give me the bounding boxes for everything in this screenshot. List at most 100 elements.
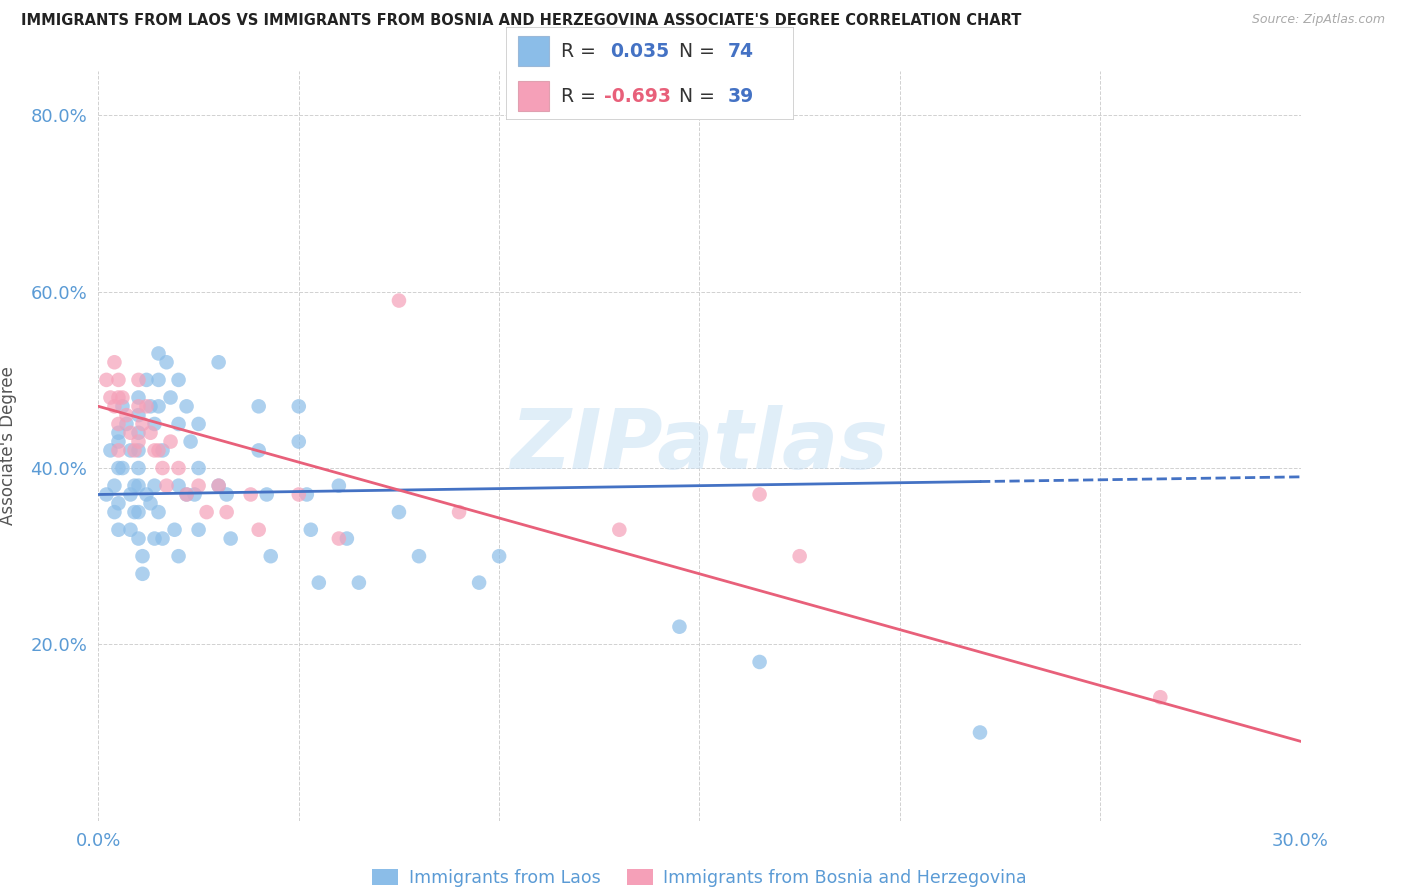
Point	[468, 575, 491, 590]
Point	[247, 443, 270, 458]
Point	[288, 434, 311, 449]
Point	[148, 346, 170, 360]
Point	[107, 417, 129, 431]
Legend: Immigrants from Laos, Immigrants from Bosnia and Herzegovina: Immigrants from Laos, Immigrants from Bo…	[373, 869, 1026, 887]
Point	[120, 487, 142, 501]
Point	[148, 443, 170, 458]
Point	[128, 532, 150, 546]
Point	[328, 532, 350, 546]
Point	[215, 505, 238, 519]
Text: N =: N =	[679, 87, 721, 105]
Point	[107, 461, 129, 475]
Point	[187, 523, 209, 537]
Point	[208, 478, 231, 492]
Point	[111, 391, 134, 405]
Point	[176, 400, 198, 414]
Point	[183, 487, 205, 501]
Point	[107, 391, 129, 405]
Point	[152, 461, 174, 475]
Point	[187, 417, 209, 431]
Point	[208, 478, 231, 492]
Point	[247, 400, 270, 414]
Point	[408, 549, 430, 564]
Point	[388, 505, 411, 519]
Point	[155, 355, 177, 369]
Point	[152, 443, 174, 458]
Point	[668, 620, 690, 634]
Point	[167, 417, 190, 431]
Point	[208, 355, 231, 369]
Point	[247, 523, 270, 537]
Text: 39: 39	[728, 87, 755, 105]
Point	[239, 487, 262, 501]
Point	[789, 549, 811, 564]
Point	[143, 478, 166, 492]
Point	[107, 496, 129, 510]
Text: R =: R =	[561, 87, 602, 105]
Point	[143, 443, 166, 458]
Point	[288, 487, 311, 501]
Point	[128, 373, 150, 387]
Point	[260, 549, 283, 564]
Point	[176, 487, 198, 501]
Point	[124, 478, 146, 492]
Text: ZIPatlas: ZIPatlas	[510, 406, 889, 486]
Point	[103, 505, 125, 519]
Point	[124, 443, 146, 458]
Point	[100, 391, 122, 405]
Point	[107, 434, 129, 449]
Point	[131, 417, 153, 431]
Point	[143, 532, 166, 546]
Point	[107, 425, 129, 440]
Point	[288, 400, 311, 414]
Text: 74: 74	[728, 42, 754, 61]
Point	[128, 461, 150, 475]
Point	[1149, 690, 1171, 705]
Text: Source: ZipAtlas.com: Source: ZipAtlas.com	[1251, 13, 1385, 27]
Point	[135, 373, 157, 387]
Point	[128, 391, 150, 405]
Bar	[517, 36, 550, 66]
Text: N =: N =	[679, 42, 721, 61]
Point	[111, 400, 134, 414]
Point	[152, 532, 174, 546]
Point	[148, 505, 170, 519]
Text: R =: R =	[561, 42, 602, 61]
Point	[195, 505, 218, 519]
Point	[139, 400, 162, 414]
Y-axis label: Associate's Degree: Associate's Degree	[0, 367, 17, 525]
Point	[128, 434, 150, 449]
Point	[107, 443, 129, 458]
Point	[256, 487, 278, 501]
Point	[447, 505, 470, 519]
Point	[148, 373, 170, 387]
Point	[107, 523, 129, 537]
Point	[135, 487, 157, 501]
Point	[155, 478, 177, 492]
Point	[115, 408, 138, 422]
Point	[128, 425, 150, 440]
Point	[176, 487, 198, 501]
Point	[128, 408, 150, 422]
Text: 0.035: 0.035	[610, 42, 669, 61]
Point	[180, 434, 202, 449]
Point	[128, 400, 150, 414]
Point	[96, 373, 118, 387]
Text: -0.693: -0.693	[605, 87, 671, 105]
Bar	[517, 81, 550, 111]
Point	[299, 523, 322, 537]
Point	[219, 532, 242, 546]
Point	[347, 575, 370, 590]
Point	[120, 523, 142, 537]
Point	[128, 505, 150, 519]
Point	[131, 549, 153, 564]
Point	[159, 391, 181, 405]
Point	[748, 487, 770, 501]
Point	[609, 523, 631, 537]
Point	[167, 478, 190, 492]
Point	[107, 373, 129, 387]
Point	[115, 417, 138, 431]
Point	[103, 355, 125, 369]
Point	[143, 417, 166, 431]
Point	[135, 400, 157, 414]
